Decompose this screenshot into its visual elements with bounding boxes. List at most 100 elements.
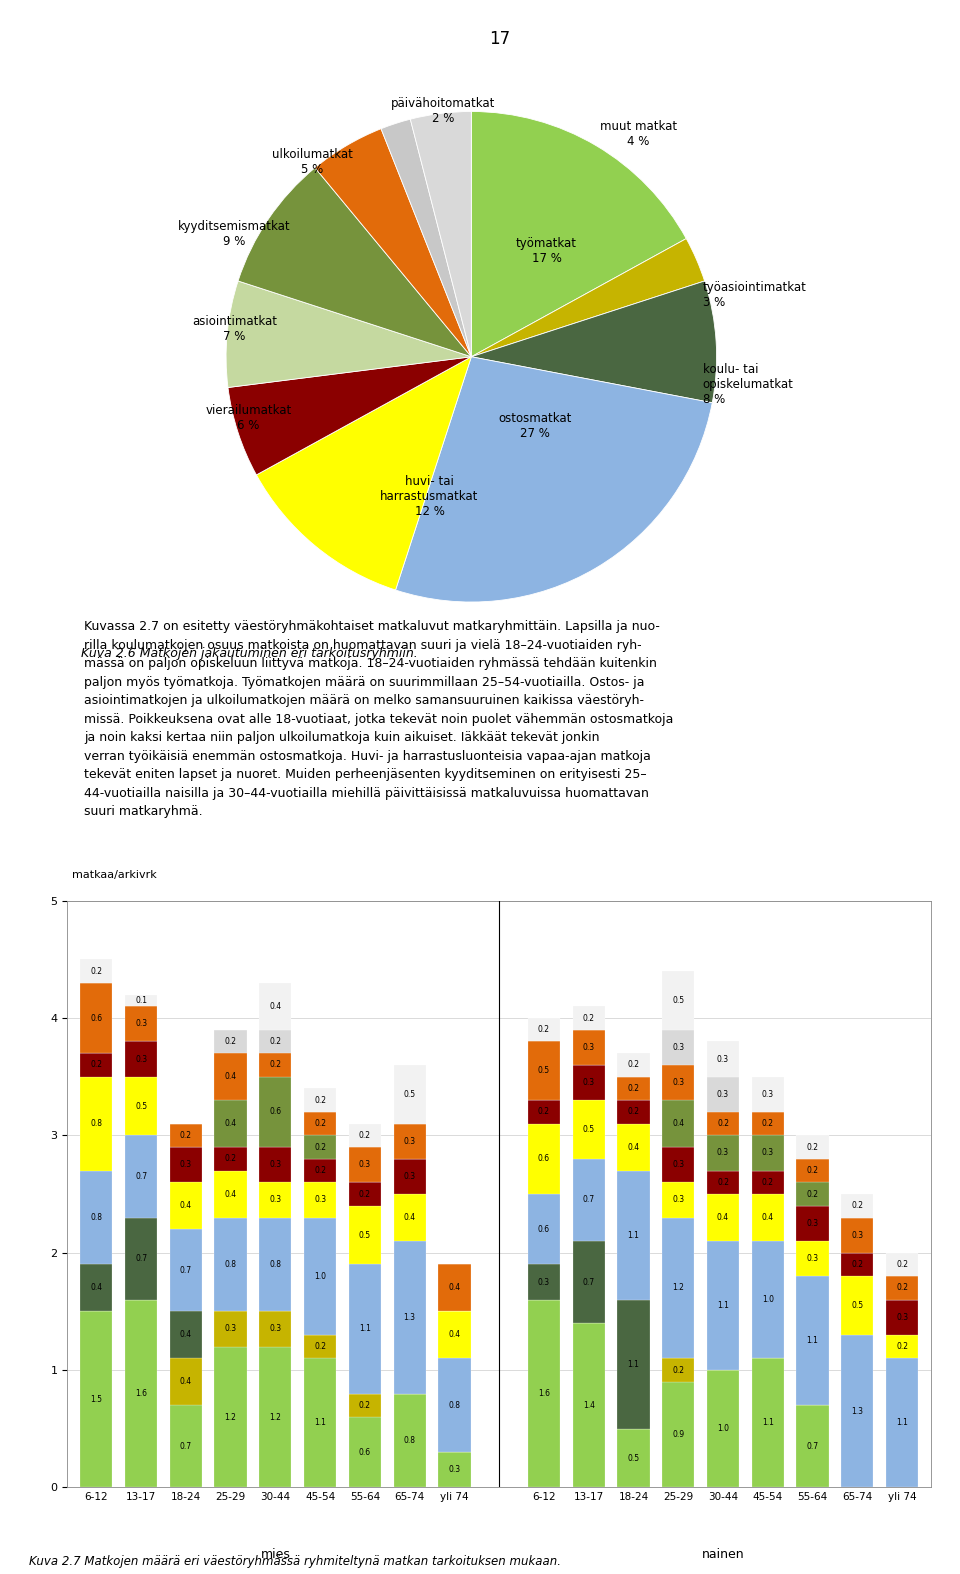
Bar bbox=[214, 1218, 247, 1311]
Text: Kuvassa 2.7 on esitetty väestöryhmäkohtaiset matkaluvut matkaryhmittäin. Lapsill: Kuvassa 2.7 on esitetty väestöryhmäkohta… bbox=[84, 620, 674, 818]
Text: 0.3: 0.3 bbox=[583, 1044, 595, 1051]
Text: 0.3: 0.3 bbox=[672, 1195, 684, 1204]
Bar bbox=[797, 1158, 828, 1182]
Text: 0.3: 0.3 bbox=[717, 1149, 729, 1157]
Text: 0.2: 0.2 bbox=[852, 1201, 863, 1210]
Bar bbox=[572, 1158, 605, 1240]
Bar bbox=[214, 1311, 247, 1347]
Wedge shape bbox=[226, 282, 471, 387]
Text: 0.7: 0.7 bbox=[180, 1265, 192, 1275]
Text: 0.5: 0.5 bbox=[583, 1125, 595, 1133]
Text: 1.3: 1.3 bbox=[403, 1313, 416, 1322]
Bar bbox=[125, 1077, 157, 1135]
Bar bbox=[259, 1053, 292, 1077]
Bar bbox=[572, 1100, 605, 1158]
Text: 0.1: 0.1 bbox=[135, 996, 147, 1004]
Wedge shape bbox=[410, 112, 471, 357]
Text: 1.2: 1.2 bbox=[270, 1412, 281, 1421]
Text: 17: 17 bbox=[489, 30, 510, 47]
Text: 0.8: 0.8 bbox=[225, 1259, 236, 1269]
Bar bbox=[125, 1300, 157, 1487]
Text: 0.2: 0.2 bbox=[896, 1343, 908, 1350]
Text: 0.2: 0.2 bbox=[90, 1061, 103, 1069]
Text: 0.4: 0.4 bbox=[270, 1001, 281, 1011]
Bar bbox=[752, 1240, 784, 1358]
Text: 0.3: 0.3 bbox=[448, 1465, 461, 1475]
Text: 0.2: 0.2 bbox=[806, 1190, 819, 1198]
Bar bbox=[81, 982, 112, 1053]
Bar bbox=[707, 1042, 739, 1077]
Bar bbox=[125, 1135, 157, 1218]
Bar bbox=[572, 1240, 605, 1324]
Bar bbox=[528, 1018, 560, 1042]
Bar bbox=[707, 1369, 739, 1487]
Text: 1.1: 1.1 bbox=[717, 1302, 729, 1310]
Bar bbox=[259, 1077, 292, 1147]
Bar bbox=[572, 1066, 605, 1100]
Text: 0.4: 0.4 bbox=[717, 1214, 729, 1221]
Wedge shape bbox=[228, 357, 471, 475]
Text: 0.4: 0.4 bbox=[448, 1330, 461, 1339]
Bar bbox=[304, 1088, 336, 1111]
Text: 0.3: 0.3 bbox=[314, 1195, 326, 1204]
Text: 0.2: 0.2 bbox=[628, 1061, 639, 1069]
Bar bbox=[259, 1029, 292, 1053]
Text: 0.4: 0.4 bbox=[225, 1072, 237, 1081]
Bar bbox=[707, 1171, 739, 1195]
Text: 0.2: 0.2 bbox=[538, 1025, 550, 1034]
Text: 0.8: 0.8 bbox=[403, 1435, 416, 1445]
Wedge shape bbox=[238, 168, 471, 357]
Text: 0.6: 0.6 bbox=[359, 1448, 371, 1456]
Text: muut matkat
4 %: muut matkat 4 % bbox=[600, 120, 677, 148]
Bar bbox=[617, 1100, 650, 1124]
Text: 0.2: 0.2 bbox=[717, 1119, 729, 1129]
Text: 0.3: 0.3 bbox=[225, 1324, 237, 1333]
Text: 1.3: 1.3 bbox=[852, 1407, 863, 1415]
Bar bbox=[439, 1453, 470, 1487]
Text: 0.4: 0.4 bbox=[180, 1377, 192, 1387]
Text: 0.5: 0.5 bbox=[135, 1102, 147, 1111]
Text: 0.4: 0.4 bbox=[90, 1283, 103, 1292]
Text: 1.1: 1.1 bbox=[628, 1360, 639, 1369]
Bar bbox=[170, 1311, 202, 1358]
Bar bbox=[617, 1300, 650, 1429]
Text: 0.3: 0.3 bbox=[270, 1195, 281, 1204]
Bar bbox=[170, 1182, 202, 1229]
Text: 0.2: 0.2 bbox=[628, 1084, 639, 1092]
Text: 0.2: 0.2 bbox=[180, 1130, 192, 1140]
Text: Kuva 2.7 Matkojen määrä eri väestöryhmässä ryhmiteltynä matkan tarkoituksen muka: Kuva 2.7 Matkojen määrä eri väestöryhmäs… bbox=[29, 1555, 561, 1568]
Bar bbox=[572, 1324, 605, 1487]
Text: 0.7: 0.7 bbox=[135, 1254, 147, 1262]
Text: 0.6: 0.6 bbox=[270, 1108, 281, 1116]
Bar bbox=[125, 1042, 157, 1077]
Text: 0.2: 0.2 bbox=[896, 1259, 908, 1269]
Bar bbox=[394, 1240, 426, 1393]
Bar bbox=[170, 1124, 202, 1147]
Text: 0.6: 0.6 bbox=[538, 1154, 550, 1163]
Bar bbox=[348, 1417, 381, 1487]
Bar bbox=[304, 1335, 336, 1358]
Wedge shape bbox=[256, 357, 471, 590]
Text: 0.4: 0.4 bbox=[628, 1143, 639, 1152]
Text: 0.3: 0.3 bbox=[761, 1089, 774, 1099]
Text: 0.2: 0.2 bbox=[896, 1283, 908, 1292]
Text: 0.3: 0.3 bbox=[270, 1160, 281, 1169]
Bar bbox=[797, 1277, 828, 1406]
Bar bbox=[617, 1053, 650, 1077]
Text: 0.5: 0.5 bbox=[628, 1454, 639, 1462]
Bar bbox=[304, 1158, 336, 1182]
Text: 0.5: 0.5 bbox=[672, 996, 684, 1004]
Wedge shape bbox=[396, 357, 712, 601]
Text: 0.3: 0.3 bbox=[852, 1231, 863, 1240]
Text: 1.4: 1.4 bbox=[583, 1401, 595, 1410]
Wedge shape bbox=[471, 112, 686, 357]
Bar bbox=[170, 1147, 202, 1182]
Bar bbox=[348, 1264, 381, 1393]
Text: 1.0: 1.0 bbox=[314, 1272, 326, 1281]
Bar bbox=[304, 1218, 336, 1335]
Text: 0.5: 0.5 bbox=[538, 1066, 550, 1075]
Bar bbox=[81, 1171, 112, 1264]
Bar bbox=[797, 1406, 828, 1487]
Text: 0.7: 0.7 bbox=[806, 1442, 819, 1451]
Bar bbox=[886, 1335, 918, 1358]
